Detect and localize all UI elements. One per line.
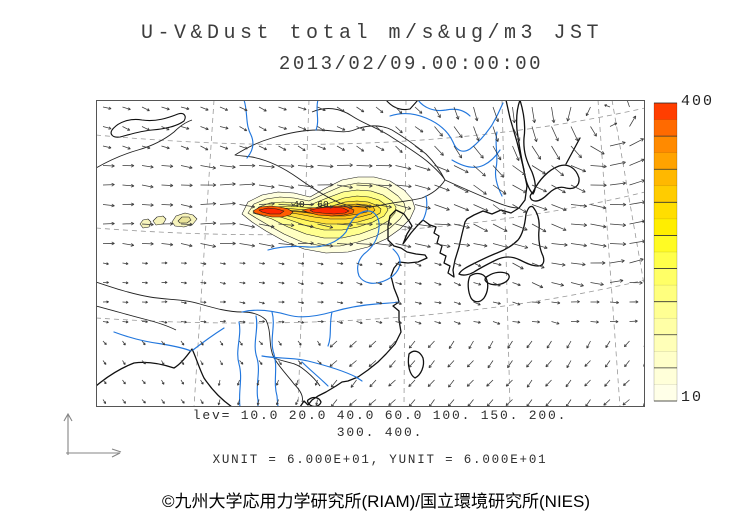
vector-units-label: XUNIT = 6.000E+01, YUNIT = 6.000E+01 (212, 453, 548, 467)
map-plot-area: 40 60 (96, 100, 645, 407)
contour-levels-line1: lev= 10.0 20.0 40.0 60.0 100. 150. 200. (192, 408, 568, 423)
colorbar-min-label: 10 (681, 389, 704, 406)
colorbar-scale (653, 102, 678, 402)
plot-datetime: 2013/02/09.00:00:00 (278, 53, 544, 75)
unit-vector-arrows (63, 412, 122, 458)
colorbar (653, 102, 679, 407)
copyright-credit: ©九州大学応用力学研究所(RIAM)/国立環境研究所(NIES) (161, 492, 591, 511)
colorbar-max-label: 400 (681, 93, 715, 110)
svg-text:60: 60 (317, 199, 329, 210)
plot-title: U-V&Dust total m/s&ug/m3 JST (140, 22, 604, 45)
east-asia-dust-map: 40 60 (96, 100, 645, 407)
contour-levels-line2: 300. 400. (336, 425, 424, 440)
